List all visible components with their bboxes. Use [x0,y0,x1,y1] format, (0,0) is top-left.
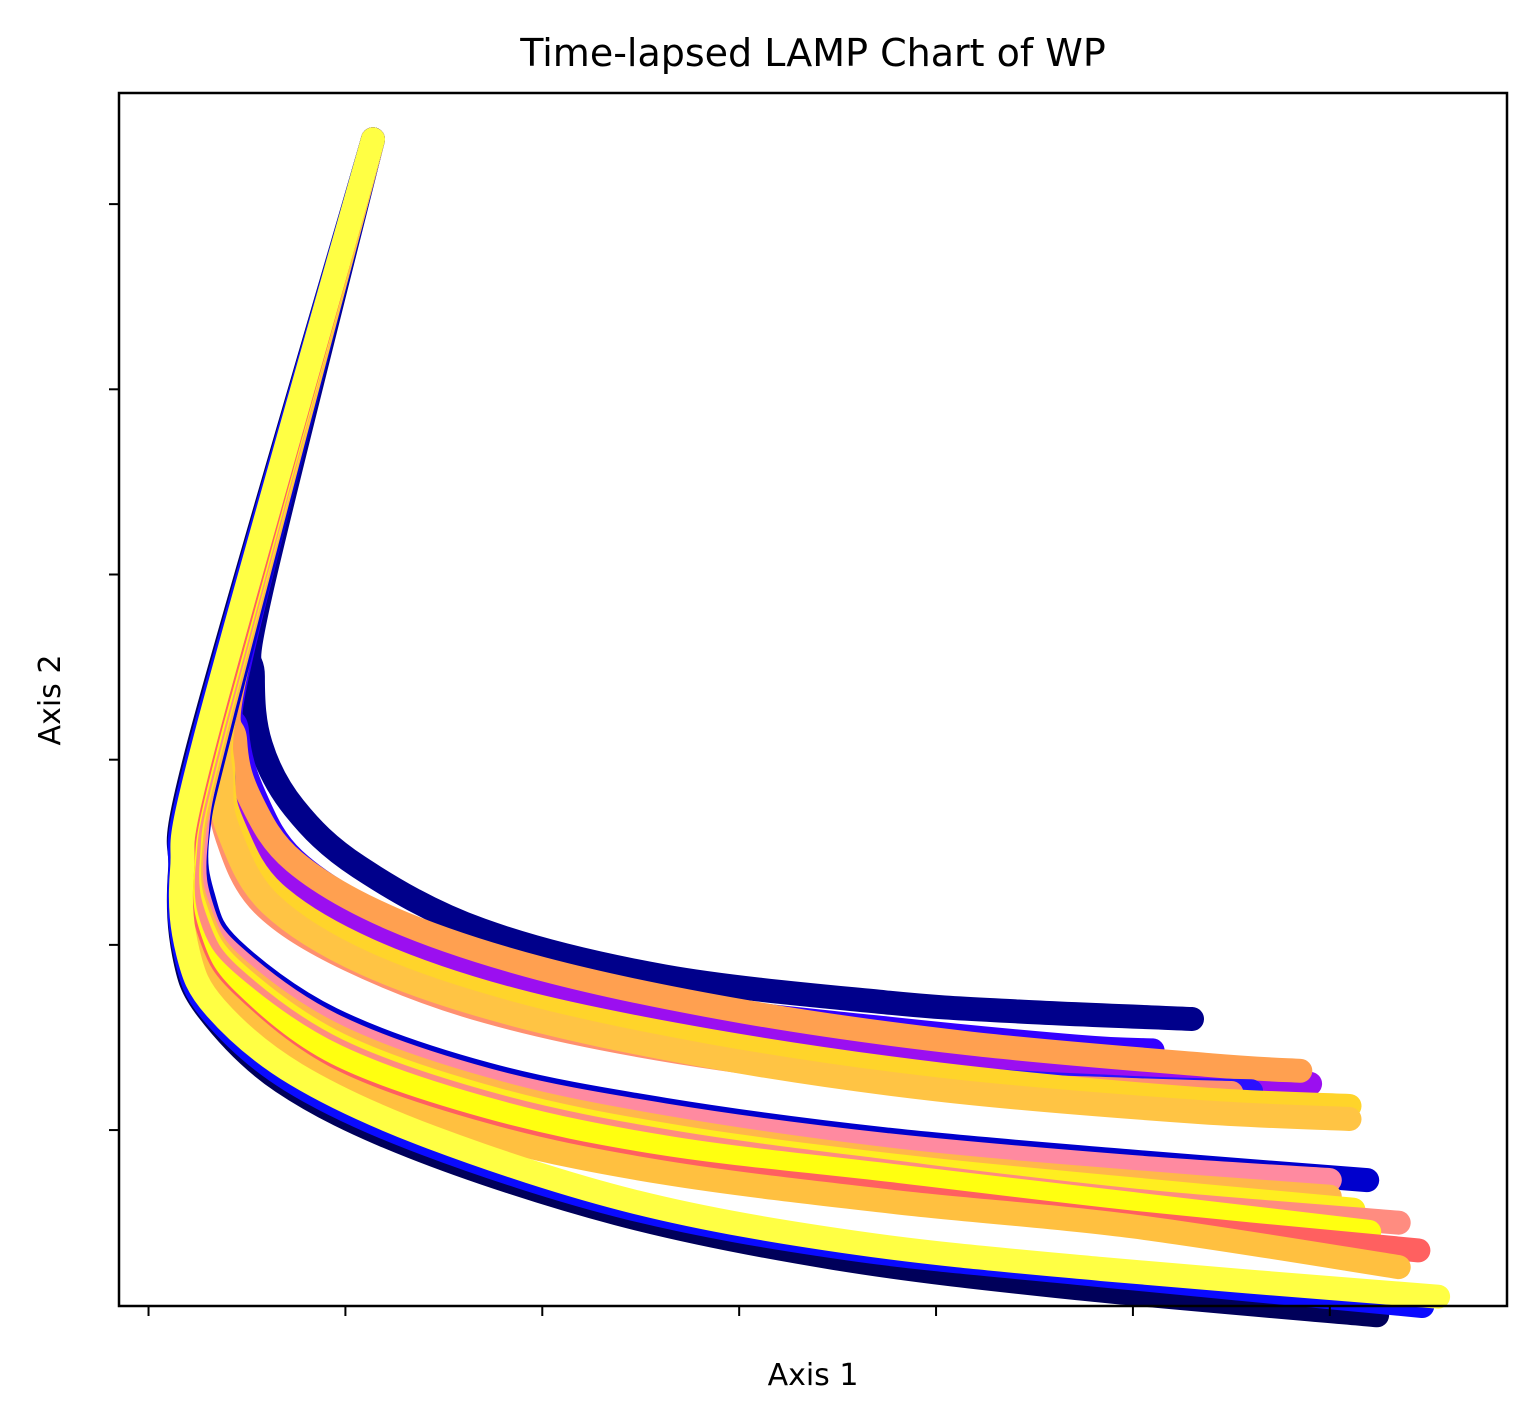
series-line-7 [209,127,1362,1118]
plot-frame [117,91,1509,1308]
series-line-8 [207,127,1362,1131]
ticks-layer [109,203,1331,1316]
series-line-1 [237,127,1204,1031]
series-layer [166,127,1451,1328]
x-axis-label: Axis 1 [768,1358,859,1393]
series-line-19 [168,127,1451,1309]
series-line-3 [213,127,1323,1096]
chart-title: Time-lapsed LAMP Chart of WP [519,31,1106,75]
y-axis-label: Axis 2 [33,655,68,746]
